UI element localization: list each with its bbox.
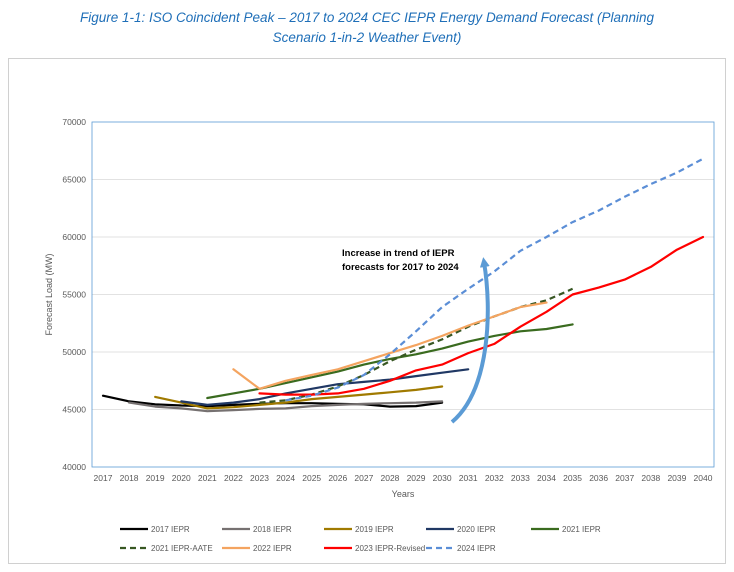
caption-line-1: Figure 1-1: ISO Coincident Peak – 2017 t…	[79, 10, 655, 25]
legend-label: 2020 IEPR	[457, 525, 496, 534]
legend-label: 2021 IEPR-AATE	[151, 544, 213, 553]
x-tick-label: 2027	[354, 473, 373, 483]
y-tick-label: 65000	[62, 175, 86, 185]
legend-label: 2021 IEPR	[562, 525, 601, 534]
figure-caption: Figure 1-1: ISO Coincident Peak – 2017 t…	[0, 8, 734, 48]
annotation-line-1: Increase in trend of IEPR	[342, 248, 455, 259]
x-axis-label: Years	[392, 489, 415, 499]
series-line-2023-iepr-revised	[258, 235, 705, 396]
x-tick-label: 2036	[589, 473, 608, 483]
x-tick-label: 2035	[563, 473, 582, 483]
legend-label: 2024 IEPR	[457, 544, 496, 553]
x-tick-label: 2022	[224, 473, 243, 483]
x-tick-label: 2034	[537, 473, 556, 483]
annotation-line-2: forecasts for 2017 to 2024	[342, 262, 459, 273]
x-tick-label: 2033	[511, 473, 530, 483]
x-tick-label: 2030	[433, 473, 452, 483]
trend-arrow	[450, 257, 490, 424]
y-tick-label: 60000	[62, 232, 86, 242]
x-tick-label: 2026	[328, 473, 347, 483]
y-axis-label: Forecast Load (MW)	[44, 253, 54, 335]
y-tick-label: 50000	[62, 347, 86, 357]
x-tick-label: 2028	[380, 473, 399, 483]
x-tick-label: 2023	[250, 473, 269, 483]
y-tick-label: 70000	[62, 117, 86, 127]
legend-label: 2023 IEPR-Revised	[355, 544, 425, 553]
x-tick-label: 2025	[302, 473, 321, 483]
y-tick-label: 40000	[62, 462, 86, 472]
chart-frame	[8, 58, 726, 564]
x-tick-label: 2029	[407, 473, 426, 483]
x-tick-label: 2021	[198, 473, 217, 483]
x-tick-label: 2018	[120, 473, 139, 483]
x-tick-label: 2017	[94, 473, 113, 483]
x-tick-label: 2031	[459, 473, 478, 483]
y-tick-label: 55000	[62, 290, 86, 300]
series-line-2019-iepr	[154, 385, 444, 410]
x-tick-label: 2040	[694, 473, 713, 483]
x-tick-label: 2032	[485, 473, 504, 483]
series-line-2020-iepr	[180, 368, 470, 406]
x-tick-label: 2039	[667, 473, 686, 483]
x-tick-label: 2024	[276, 473, 295, 483]
caption-line-2: Scenario 1-in-2 Weather Event)	[272, 30, 462, 45]
plot-area-border	[91, 121, 715, 468]
legend-label: 2022 IEPR	[253, 544, 292, 553]
x-tick-label: 2038	[641, 473, 660, 483]
legend-label: 2018 IEPR	[253, 525, 292, 534]
series-line-2018-iepr	[128, 400, 444, 413]
legend-label: 2017 IEPR	[151, 525, 190, 534]
y-tick-label: 45000	[62, 405, 86, 415]
legend-label: 2019 IEPR	[355, 525, 394, 534]
x-tick-label: 2020	[172, 473, 191, 483]
series-line-2024-iepr	[285, 157, 704, 402]
x-tick-label: 2019	[146, 473, 165, 483]
x-tick-label: 2037	[615, 473, 634, 483]
series-line-2022-iepr	[232, 301, 548, 390]
